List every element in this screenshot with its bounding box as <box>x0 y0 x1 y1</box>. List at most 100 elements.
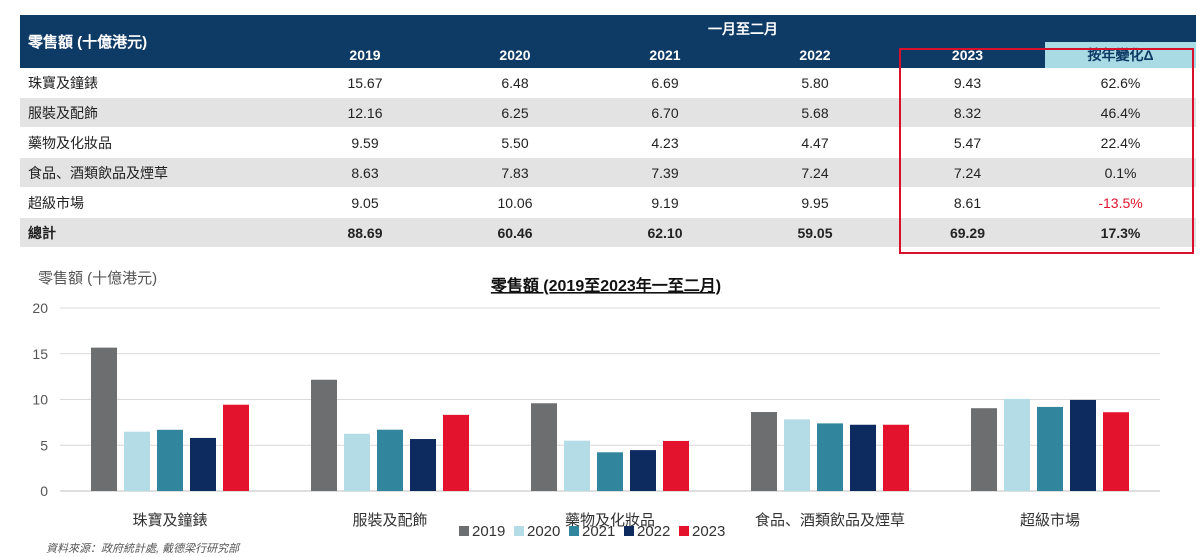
value-cell: 12.16 <box>290 97 440 128</box>
y-axis-ticks: 0 5 10 15 20 <box>32 300 48 499</box>
bar-2020 <box>1004 398 1030 491</box>
y-tick-label: 10 <box>32 392 48 408</box>
year-header: 2019 <box>290 42 440 68</box>
table-row: 藥物及化妝品 9.59 5.50 4.23 4.47 5.47 22.4% <box>20 127 1197 158</box>
total-value-cell: 59.05 <box>740 217 890 248</box>
x-category-label: 超級市場 <box>1020 512 1080 529</box>
bar-2019 <box>311 379 337 491</box>
value-cell: 9.19 <box>590 187 740 218</box>
x-category-label: 藥物及化妝品 <box>565 512 655 529</box>
value-cell: 9.59 <box>290 127 440 158</box>
table-row: 食品、酒類飲品及煙草 8.63 7.83 7.39 7.24 7.24 0.1% <box>20 157 1197 188</box>
bar-2023 <box>883 424 909 491</box>
y-axis-label: 零售額 (十億港元) <box>38 270 157 287</box>
value-cell: 15.67 <box>290 68 440 98</box>
category-cell: 超級市場 <box>20 187 290 218</box>
total-value-cell: 62.10 <box>590 217 740 248</box>
bar-2019 <box>751 412 777 491</box>
source-note: 資料來源：政府統計處, 戴德梁行研究部 <box>46 543 240 555</box>
year-header: 2020 <box>440 42 590 68</box>
bar-2021 <box>157 429 183 491</box>
value-cell: 6.48 <box>440 68 590 98</box>
year-header: 2023 <box>890 42 1045 68</box>
value-cell: 6.25 <box>440 97 590 128</box>
value-cell: 9.95 <box>740 187 890 218</box>
legend-swatch-2023 <box>679 526 689 536</box>
total-row: 總計 88.69 60.46 62.10 59.05 69.29 17.3% <box>20 217 1197 248</box>
legend-swatch-2021 <box>569 526 579 536</box>
bar-2023 <box>1103 412 1129 491</box>
yoy-cell: 22.4% <box>1045 127 1197 158</box>
category-cell: 藥物及化妝品 <box>20 127 290 158</box>
value-cell: 6.69 <box>590 68 740 98</box>
yoy-header: 按年變化Δ <box>1045 42 1197 68</box>
category-cell: 食品、酒類飲品及煙草 <box>20 157 290 188</box>
value-cell: 5.80 <box>740 68 890 98</box>
bar-2020 <box>784 419 810 491</box>
value-cell: 5.47 <box>890 127 1045 158</box>
bar-2023 <box>443 414 469 491</box>
year-header: 2021 <box>590 42 740 68</box>
value-cell: 8.63 <box>290 157 440 188</box>
year-header: 2022 <box>740 42 890 68</box>
value-cell: 8.61 <box>890 187 1045 218</box>
legend-label: 2023 <box>692 523 725 540</box>
bar-2020 <box>564 440 590 491</box>
total-value-cell: 69.29 <box>890 217 1045 248</box>
bar-2021 <box>1037 406 1063 491</box>
table-row: 超級市場 9.05 10.06 9.19 9.95 8.61 -13.5% <box>20 187 1197 218</box>
total-yoy-cell: 17.3% <box>1045 217 1197 248</box>
bar-2022 <box>850 424 876 491</box>
category-cell: 珠寶及鐘錶 <box>20 68 290 98</box>
value-cell: 5.50 <box>440 127 590 158</box>
x-category-label: 服裝及配飾 <box>352 512 427 529</box>
bar-2022 <box>410 439 436 491</box>
chart-title: 零售額 (2019至2023年一至二月) <box>490 276 721 295</box>
retail-sales-bar-chart: 零售額 (十億港元) 零售額 (2019至2023年一至二月) 0 5 10 15 20… <box>32 270 1160 540</box>
bar-2021 <box>597 452 623 491</box>
bar-2021 <box>377 429 403 491</box>
y-tick-label: 0 <box>40 483 48 499</box>
category-cell: 服裝及配飾 <box>20 97 290 128</box>
table-row: 珠寶及鐘錶 15.67 6.48 6.69 5.80 9.43 62.6% <box>20 68 1197 98</box>
table-corner-label: 零售額 (十億港元) <box>20 15 290 68</box>
value-cell: 9.43 <box>890 68 1045 98</box>
bar-2022 <box>190 437 216 491</box>
value-cell: 4.23 <box>590 127 740 158</box>
y-tick-label: 15 <box>32 346 48 362</box>
bar-2019 <box>91 347 117 491</box>
bar-2022 <box>1070 399 1096 491</box>
value-cell: 10.06 <box>440 187 590 218</box>
yoy-cell: 46.4% <box>1045 97 1197 128</box>
value-cell: 4.47 <box>740 127 890 158</box>
total-label: 總計 <box>20 217 290 248</box>
bar-2022 <box>630 450 656 491</box>
retail-sales-table: 零售額 (十億港元) 一月至二月 2019 2020 2021 2022 202… <box>20 15 1197 248</box>
bar-2023 <box>663 440 689 491</box>
value-cell: 9.05 <box>290 187 440 218</box>
value-cell: 7.39 <box>590 157 740 188</box>
legend: 2019 2020 2021 2022 2023 <box>459 523 725 540</box>
legend-label: 2021 <box>582 523 615 540</box>
legend-swatch-2022 <box>624 526 634 536</box>
legend-label: 2022 <box>637 523 670 540</box>
bar-2019 <box>971 408 997 491</box>
bars <box>91 347 1129 491</box>
value-cell: 5.68 <box>740 97 890 128</box>
legend-swatch-2020 <box>514 526 524 536</box>
bar-2021 <box>817 423 843 491</box>
bar-2019 <box>531 403 557 491</box>
value-cell: 6.70 <box>590 97 740 128</box>
x-axis-labels: 珠寶及鐘錶 服裝及配飾 藥物及化妝品 食品、酒類飲品及煙草 超級市場 <box>132 511 1080 529</box>
legend-swatch-2019 <box>459 526 469 536</box>
bar-2020 <box>344 433 370 491</box>
yoy-cell: 0.1% <box>1045 157 1197 188</box>
y-tick-label: 20 <box>32 300 48 316</box>
table-row: 服裝及配飾 12.16 6.25 6.70 5.68 8.32 46.4% <box>20 97 1197 128</box>
legend-label: 2020 <box>527 523 560 540</box>
bar-2023 <box>223 404 249 491</box>
total-value-cell: 88.69 <box>290 217 440 248</box>
yoy-cell: 62.6% <box>1045 68 1197 98</box>
y-tick-label: 5 <box>40 437 48 453</box>
x-category-label: 食品、酒類飲品及煙草 <box>755 512 905 529</box>
